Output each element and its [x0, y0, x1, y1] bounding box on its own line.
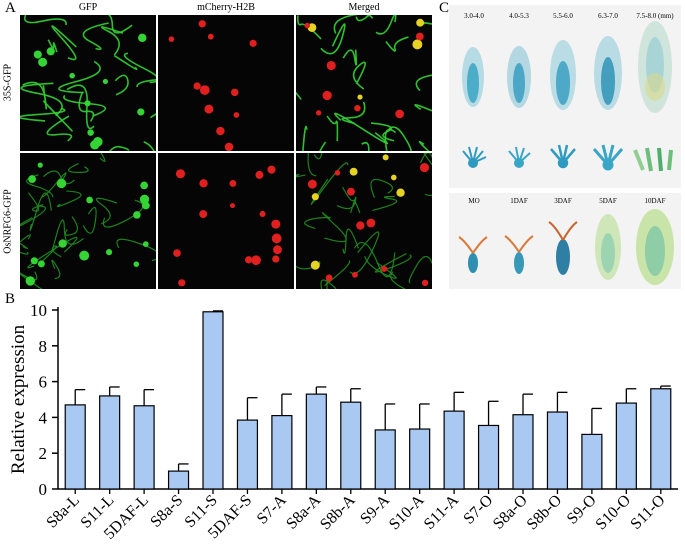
bar	[133, 405, 155, 490]
spikelet-stage-2	[507, 46, 531, 108]
bar	[271, 415, 293, 490]
bar	[374, 429, 396, 490]
seed-1daf	[504, 235, 534, 274]
bar	[512, 414, 534, 490]
micrograph-gfp-35s	[20, 15, 156, 151]
dissected-organs-stage-1	[462, 146, 487, 168]
x-tick-label: S8b-O	[524, 492, 566, 534]
x-tick-label: S10-A	[386, 491, 428, 533]
panel-c-letter: C	[439, 0, 450, 16]
bar	[443, 410, 465, 490]
day-label-1daf: 1DAF	[510, 197, 528, 205]
x-tick-label: S8a-L	[43, 492, 83, 532]
bar	[409, 428, 431, 490]
row-label-35s-gfp: 35S-GFP	[2, 63, 14, 102]
x-tick-label: S8a-S	[147, 492, 186, 531]
bar	[546, 411, 569, 490]
seed-mo	[458, 236, 488, 273]
day-label-5daf: 5DAF	[599, 197, 617, 205]
bar	[340, 401, 362, 490]
day-label-10daf: 10DAF	[644, 197, 666, 205]
micrograph-gfp-osnrfg6	[20, 153, 156, 289]
y-tick-label: 8	[39, 337, 48, 356]
x-tick-label: S10-O	[593, 492, 635, 534]
bar	[64, 404, 86, 490]
bar	[477, 424, 500, 490]
bar	[167, 470, 190, 490]
spikelet-stage-1	[462, 47, 484, 107]
bar	[202, 311, 224, 490]
y-tick-label: 4	[39, 408, 48, 427]
column-label-merged: Merged	[348, 2, 380, 13]
bar	[581, 433, 603, 490]
seed-development-photo: MO 1DAF 3DAF 5DAF 10DAF	[449, 193, 681, 289]
bar	[236, 419, 259, 490]
micrograph-mcherry-osnrfg6	[158, 153, 294, 289]
row-label-osnrfg6-gfp: OsNRFG6-GFP	[2, 189, 14, 254]
stage-label-5: 7.5-8.0 (mm)	[636, 12, 674, 20]
spikelet-stage-photo-top: 3.0-4.0 4.0-5.3 5.5-6.0 6.3-7.0 7.5-8.0 …	[449, 5, 681, 188]
y-tick-label: 6	[39, 373, 48, 392]
micrograph-merged-35s	[296, 15, 432, 151]
stage-label-2: 4.0-5.3	[509, 12, 529, 20]
dissected-organs-stage-5	[633, 147, 673, 172]
micrograph-mcherry-35s	[158, 15, 294, 151]
x-tick-label: S8a-A	[283, 491, 324, 532]
bar	[99, 395, 121, 490]
x-tick-label: S11-A	[421, 491, 462, 532]
stage-label-3: 5.5-6.0	[553, 12, 573, 20]
column-label-gfp: GFP	[78, 2, 98, 13]
x-tick-label: S8b-A	[317, 491, 359, 533]
day-label-mo: MO	[468, 197, 480, 205]
stage-label-4: 6.3-7.0	[598, 12, 618, 20]
panel-b-letter: B	[5, 291, 16, 307]
x-tick-label: S8a-O	[490, 492, 531, 533]
bar	[650, 388, 672, 490]
seed-3daf	[548, 221, 578, 275]
bar	[305, 393, 327, 490]
spikelet-stage-3	[550, 40, 576, 110]
dissected-organs-stage-4	[592, 144, 624, 171]
spikelet-stage-4	[594, 36, 622, 110]
y-axis-title: Relative expression	[8, 324, 29, 474]
y-tick-label: 2	[39, 444, 48, 463]
micrograph-merged-osnrfg6	[296, 153, 432, 289]
y-tick-label: 10	[30, 301, 47, 320]
stage-label-1: 3.0-4.0	[464, 12, 484, 20]
seed-5daf	[595, 214, 621, 280]
column-label-mcherry: mCherry-H2B	[197, 2, 255, 13]
x-tick-label: S11-O	[627, 492, 668, 533]
dissected-organs-stage-2	[508, 146, 531, 168]
dissected-organs-stage-3	[550, 144, 576, 169]
y-tick-label: 0	[39, 480, 48, 499]
day-label-3daf: 3DAF	[554, 197, 572, 205]
panel-a-letter: A	[5, 0, 16, 16]
spikelet-stage-5	[638, 21, 672, 113]
seed-10daf	[636, 209, 674, 285]
bar	[615, 402, 637, 490]
